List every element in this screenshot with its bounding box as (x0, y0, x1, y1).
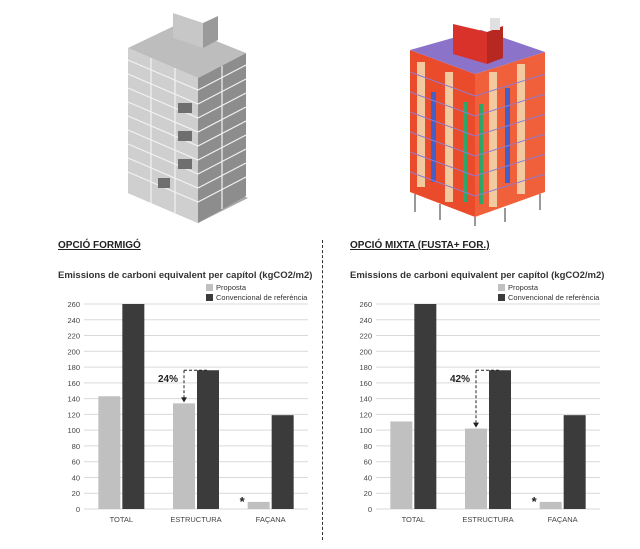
chart-title: Emissions de carboni equivalent per capí… (350, 270, 605, 281)
reduction-label: 24% (158, 374, 178, 385)
y-tick-label: 200 (359, 347, 372, 356)
legend-label: Convencional de referència (508, 293, 600, 302)
x-tick-label: TOTAL (402, 515, 425, 524)
x-tick-label: TOTAL (110, 515, 133, 524)
concrete-building-illustration (127, 13, 248, 223)
y-tick-label: 120 (67, 410, 80, 419)
y-tick-label: 200 (67, 347, 80, 356)
y-tick-label: 80 (72, 442, 80, 451)
bar (98, 396, 121, 509)
bar (271, 415, 294, 509)
y-tick-label: 100 (359, 426, 372, 435)
annotation-asterisk: * (240, 494, 246, 509)
bar (197, 370, 219, 509)
y-tick-label: 160 (67, 379, 80, 388)
y-tick-label: 140 (67, 395, 80, 404)
mixed-option-panel: OPCIÓ MIXTA (FUSTA+ FOR.) Emissions de c… (350, 240, 640, 540)
y-tick-label: 140 (359, 395, 372, 404)
bar (539, 501, 562, 509)
bar (414, 304, 437, 509)
y-tick-label: 240 (67, 316, 80, 325)
y-tick-label: 240 (359, 316, 372, 325)
chart-title: Emissions de carboni equivalent per capí… (58, 270, 313, 281)
y-tick-label: 260 (67, 300, 80, 309)
bar (173, 403, 195, 509)
reduction-arrow (181, 397, 187, 403)
y-tick-label: 220 (67, 332, 80, 341)
y-tick-label: 60 (364, 458, 372, 467)
legend-label: Proposta (216, 284, 247, 292)
legend-swatch (498, 294, 505, 301)
mixed-emissions-bar-chart: 0 20 40 60 80 100 120 140 160 180 200 220 240 260 Prop… (359, 284, 600, 524)
y-tick-label: 180 (359, 363, 372, 372)
x-tick-label: FAÇANA (256, 515, 286, 524)
legend-swatch (498, 284, 505, 291)
panel-divider (322, 240, 323, 540)
concrete-option-panel: OPCIÓ FORMIGÓ Emissions de carboni equiv… (58, 240, 358, 540)
y-tick-label: 180 (67, 363, 80, 372)
legend-label: Convencional de referència (216, 293, 308, 302)
y-tick-label: 40 (72, 473, 80, 482)
panel-title: OPCIÓ MIXTA (FUSTA+ FOR.) (350, 240, 490, 251)
y-tick-label: 120 (359, 410, 372, 419)
y-tick-label: 260 (359, 300, 372, 309)
bar (122, 304, 145, 509)
bar (247, 501, 270, 509)
y-tick-label: 0 (76, 505, 80, 514)
legend-swatch (206, 284, 213, 291)
y-tick-label: 80 (364, 442, 372, 451)
y-tick-label: 20 (364, 489, 372, 498)
legend-swatch (206, 294, 213, 301)
y-tick-label: 220 (359, 332, 372, 341)
panel-title: OPCIÓ FORMIGÓ (58, 240, 141, 251)
concrete-emissions-bar-chart: 0 20 40 60 80 100 120 140 160 180 200 220 240 260 Prop… (67, 284, 308, 524)
y-tick-label: 0 (368, 505, 372, 514)
reduction-label: 42% (450, 374, 470, 385)
x-tick-label: FAÇANA (548, 515, 578, 524)
y-tick-label: 160 (359, 379, 372, 388)
y-tick-label: 40 (364, 473, 372, 482)
legend-label: Proposta (508, 284, 539, 292)
bar (465, 428, 487, 509)
reduction-arrow (473, 422, 479, 428)
x-tick-label: ESTRUCTURA (170, 515, 221, 524)
bar (563, 415, 586, 509)
y-tick-label: 100 (67, 426, 80, 435)
mixed-building-illustration (409, 18, 546, 226)
bar (390, 421, 413, 509)
x-tick-label: ESTRUCTURA (462, 515, 513, 524)
y-tick-label: 20 (72, 489, 80, 498)
bar (489, 370, 511, 509)
annotation-asterisk: * (532, 494, 538, 509)
y-tick-label: 60 (72, 458, 80, 467)
